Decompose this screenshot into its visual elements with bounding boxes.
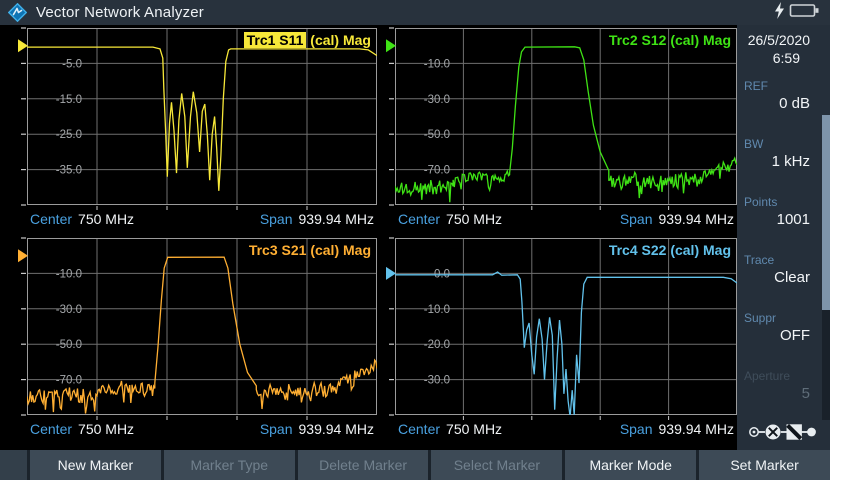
svg-text:-50.0: -50.0 [56,339,82,351]
s11-axis-footer: Center 750 MHz Span 939.94 MHz [30,211,374,227]
param-value: OFF [780,327,810,344]
svg-text:-70.0: -70.0 [56,375,82,387]
trace-label-trc2-s12[interactable]: Trc2 S12 (cal) Mag [608,32,731,48]
title-bar: Vector Network Analyzer [0,0,830,25]
s12-axis-footer: Center 750 MHz Span 939.94 MHz [398,211,734,227]
param-value: Clear [774,269,810,286]
plot-s21: -10.0 -30.0 -50.0 -70.0 Trc3 S21 (cal) Mag [18,237,377,420]
parameter-list: REF 0 dB BW 1 kHz Points 1001 Trace Clear Suppr O… [737,79,830,427]
s12-trace-canvas: -10.0 -30.0 -50.0 -70.0 [386,27,737,210]
s21-axis-footer: Center 750 MHz Span 939.94 MHz [30,421,374,437]
sidebar-scrollbar-track[interactable] [822,115,830,420]
svg-text:-30.0: -30.0 [424,94,450,106]
param-label: BW [744,137,764,151]
softkey-marker-type[interactable]: Marker Type [160,450,295,480]
svg-text:-25.0: -25.0 [56,129,82,141]
svg-text:-15.0: -15.0 [56,94,82,106]
svg-text:-5.0: -5.0 [62,58,82,70]
sidebar-scrollbar-thumb[interactable] [822,115,830,310]
trace-label-trc1-s11[interactable]: Trc1 S11 (cal) Mag [243,32,371,48]
sidebar-param-aperture[interactable]: Aperture 5 [737,369,830,403]
sidebar-param-suppr[interactable]: Suppr OFF [737,311,830,345]
page-title: Vector Network Analyzer [36,4,205,21]
softkey-bar: New Marker Marker Type Delete Marker Select… [0,450,830,480]
plot-s22: 0.0 -10.0 -20.0 -30.0 Trc4 S22 (cal) Mag [386,237,737,420]
svg-text:-30.0: -30.0 [56,304,82,316]
svg-text:-10.0: -10.0 [424,58,450,70]
sidebar-param-points[interactable]: Points 1001 [737,195,830,229]
time-display: 6:59 [772,50,800,66]
date-display: 26/5/2020 [747,32,810,48]
softkey-new-marker[interactable]: New Marker [27,450,161,480]
softkey-delete-marker[interactable]: Delete Marker [294,450,429,480]
param-value: 0 dB [779,95,810,112]
trace-label-trc3-s21[interactable]: Trc3 S21 (cal) Mag [248,242,371,258]
svg-text:-10.0: -10.0 [424,304,450,316]
svg-text:-10.0: -10.0 [56,268,82,280]
measurement-setup-icon [748,423,816,446]
plot-s12: -10.0 -30.0 -50.0 -70.0 Trc2 S12 (cal) Mag [386,27,737,210]
softkey-select-marker[interactable]: Select Marker [428,450,563,480]
s22-trace-canvas: 0.0-10.0-20.0-30.0 [386,237,737,420]
plot-s11: -5.0 -15.0 -25.0 -35.0 Trc1 S11 (cal) Mag [18,27,377,210]
svg-text:-30.0: -30.0 [424,375,450,387]
sidebar-param-bw[interactable]: BW 1 kHz [737,137,830,171]
param-label: Points [744,195,778,209]
trace-label-trc4-s22[interactable]: Trc4 S22 (cal) Mag [608,242,731,258]
s22-axis-footer: Center 750 MHz Span 939.94 MHz [398,421,734,437]
softkey-marker-mode[interactable]: Marker Mode [562,450,697,480]
param-value: 1001 [776,211,810,228]
param-label: Suppr [744,311,777,325]
sidebar-param-ref[interactable]: REF 0 dB [737,79,830,113]
parameter-sidebar: 26/5/2020 6:59 REF 0 dB BW 1 kHz Points 1001 T… [737,25,830,450]
sidebar-param-trace[interactable]: Trace Clear [737,253,830,287]
instrument-screen: Vector Network Analyzer -5.0 -15.0 -25.0 -3… [0,0,830,480]
param-label: REF [744,79,768,93]
s21-trace-canvas: -10.0 -30.0 -50.0 -70.0 [18,237,377,420]
softkey-bar-stub [0,450,27,480]
s11-trace-canvas: -5.0 -15.0 -25.0 -35.0 [18,27,377,210]
svg-text:-50.0: -50.0 [424,129,450,141]
svg-text:-70.0: -70.0 [424,165,450,177]
charging-lightning-icon [774,1,785,24]
softkey-set-marker[interactable]: Set Marker [696,450,830,480]
param-value: 5 [801,385,810,402]
param-value: 1 kHz [771,153,810,170]
svg-text:-20.0: -20.0 [424,339,450,351]
param-label: Trace [744,253,775,267]
rohde-schwarz-logo-icon [8,3,27,22]
param-label: Aperture [744,369,791,383]
svg-text:-35.0: -35.0 [56,165,82,177]
battery-icon [789,3,820,23]
